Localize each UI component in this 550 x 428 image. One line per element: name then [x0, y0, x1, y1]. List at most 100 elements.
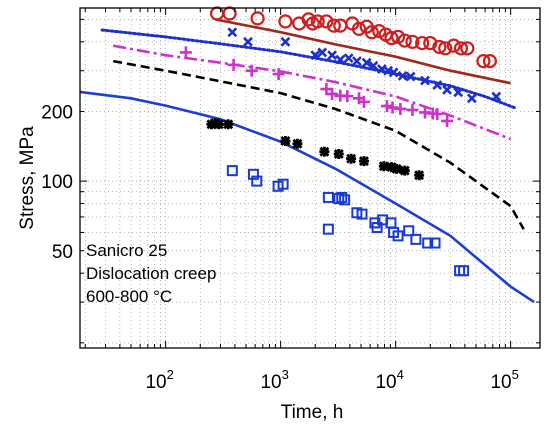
x-tick-exponent: 3	[282, 367, 289, 382]
x-marker	[368, 60, 379, 71]
square-marker	[429, 237, 441, 249]
plus-marker	[431, 108, 444, 121]
fit-lines	[79, 18, 535, 304]
square-marker	[226, 165, 238, 177]
square-marker	[422, 237, 434, 249]
circle-marker	[482, 54, 497, 69]
plus-marker	[406, 103, 419, 116]
circle-marker	[438, 41, 453, 56]
plus-marker	[227, 58, 240, 71]
fit-line-solid	[79, 90, 535, 304]
circle-marker	[446, 38, 461, 53]
x-marker	[335, 54, 346, 65]
x-marker	[280, 36, 291, 47]
circle-marker	[222, 6, 237, 21]
asterisk-marker	[280, 136, 291, 147]
fit-line-dotted	[100, 28, 517, 110]
x-tick-exponent: 5	[512, 367, 519, 382]
asterisk-marker	[319, 146, 330, 157]
asterisk-marker	[213, 119, 224, 130]
asterisk-marker	[292, 138, 303, 149]
square-marker	[392, 230, 404, 242]
asterisk-marker	[358, 156, 369, 167]
x-marker	[351, 56, 362, 67]
circle-marker	[384, 31, 399, 46]
asterisk-marker	[333, 148, 344, 159]
plus-marker	[394, 102, 407, 115]
fit-line-solid	[215, 18, 511, 85]
plus-marker	[179, 46, 192, 59]
square-marker	[403, 225, 415, 237]
circle-marker	[460, 41, 475, 56]
annotation-block: Sanicro 25 Dislocation creep 600-800 °C	[86, 241, 216, 306]
fit-line-dashdot	[112, 44, 512, 141]
x-tick-base: 10	[490, 372, 511, 393]
x-tick-base: 10	[375, 372, 396, 393]
x-marker	[466, 93, 477, 104]
x-tick-exponent: 2	[167, 367, 174, 382]
circle-marker	[415, 35, 430, 51]
x-marker	[327, 50, 337, 61]
circle-marker	[250, 11, 265, 26]
circle-marker	[209, 6, 225, 21]
plus-marker	[341, 90, 354, 103]
annotation-line: Sanicro 25	[86, 241, 167, 260]
square-marker	[339, 194, 351, 206]
x-marker	[405, 71, 416, 82]
x-marker	[397, 70, 408, 81]
square-marker	[410, 233, 422, 245]
square-marker	[247, 168, 259, 180]
x-marker	[388, 67, 399, 78]
plus-marker	[272, 68, 285, 81]
square-marker	[251, 175, 263, 187]
square-marker	[322, 223, 334, 235]
square-marker	[333, 193, 345, 205]
x-tick-label: 105	[490, 367, 518, 393]
plus-marker	[245, 64, 258, 77]
plus-marker	[441, 114, 454, 127]
circle-marker	[432, 39, 447, 55]
asterisk-marker	[378, 161, 389, 172]
asterisk-marker	[391, 163, 402, 174]
circle-marker	[397, 33, 412, 48]
x-marker	[310, 50, 321, 61]
x-tick-label: 103	[260, 367, 288, 393]
plus-marker	[386, 101, 399, 114]
circle-marker	[476, 54, 491, 69]
square-marker	[356, 208, 368, 220]
square-marker	[322, 191, 334, 203]
x-tick-exponent: 4	[397, 367, 404, 382]
data-markers	[179, 6, 502, 277]
annotation-line: 600-800 °C	[86, 287, 172, 306]
x-marker	[361, 57, 372, 68]
plot-frame	[79, 7, 541, 349]
x-marker	[442, 84, 452, 95]
x-marker	[453, 87, 464, 98]
annotation-line: Dislocation creep	[86, 264, 216, 283]
asterisk-marker	[223, 119, 234, 130]
y-tick-label: 50	[52, 242, 73, 263]
grid	[80, 8, 540, 348]
x-marker	[491, 91, 502, 102]
y-tick-label: 100	[41, 172, 73, 193]
x-tick-label: 104	[375, 367, 403, 393]
circle-marker	[278, 14, 293, 29]
plus-marker	[326, 87, 339, 100]
x-tick-base: 10	[260, 372, 281, 393]
x-marker	[227, 27, 238, 38]
x-marker	[420, 75, 430, 86]
circle-marker	[301, 12, 316, 27]
x-marker	[343, 53, 354, 64]
square-marker	[458, 265, 470, 277]
circle-marker	[326, 18, 341, 33]
x-tick-base: 10	[145, 372, 166, 393]
circle-marker	[351, 21, 367, 36]
asterisk-marker	[414, 170, 425, 181]
y-axis-title: Stress, MPa	[17, 126, 38, 230]
circle-marker	[453, 41, 469, 56]
square-marker	[272, 180, 284, 192]
x-marker	[432, 80, 443, 91]
x-marker	[243, 36, 253, 47]
